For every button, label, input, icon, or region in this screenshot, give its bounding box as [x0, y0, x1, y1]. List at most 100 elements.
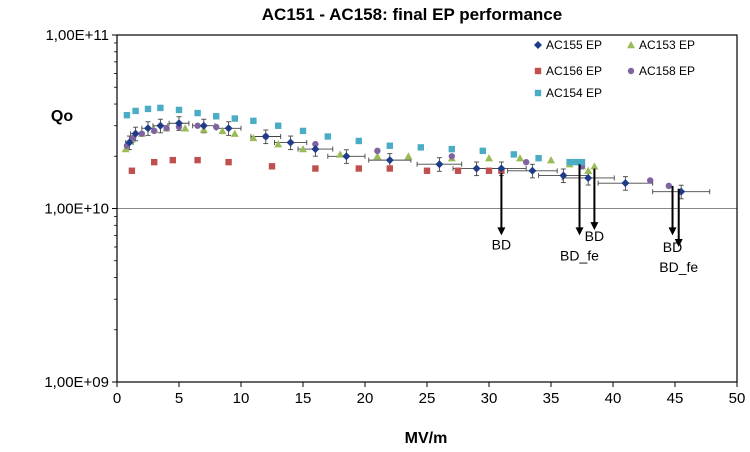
x-axis-title: MV/m	[405, 430, 448, 447]
data-point	[138, 130, 145, 137]
data-point	[169, 156, 176, 164]
data-point	[472, 164, 481, 173]
legend: AC155 EP AC153 EP AC156 EP AC158 EP AC154 EP	[534, 38, 695, 100]
data-point	[230, 129, 239, 137]
data-point	[175, 106, 183, 114]
data-point	[123, 111, 131, 119]
data-point	[423, 167, 431, 174]
data-point	[578, 158, 586, 166]
data-point	[225, 158, 232, 166]
error-bars	[125, 116, 711, 200]
data-point	[479, 147, 486, 155]
data-point	[128, 167, 136, 174]
annotation-bd-fe: BD_fe	[560, 164, 599, 264]
data-point	[485, 167, 493, 174]
data-point	[665, 182, 672, 190]
data-point	[194, 156, 201, 164]
data-point	[355, 165, 362, 172]
data-point	[572, 158, 579, 166]
data-point	[448, 153, 455, 160]
data-points	[121, 104, 686, 196]
data-point	[199, 121, 208, 130]
data-point	[355, 137, 362, 145]
legend-item: AC158 EP	[627, 64, 695, 78]
data-point	[454, 167, 462, 174]
annotation-arrow-head	[668, 227, 677, 236]
x-tick-label: 20	[357, 390, 374, 407]
data-point	[535, 154, 542, 162]
annotation-label: BD_fe	[560, 248, 599, 264]
data-point	[175, 119, 183, 128]
data-point	[528, 166, 537, 175]
data-point	[386, 165, 393, 172]
annotation-label: BD	[585, 228, 604, 244]
data-point	[261, 132, 270, 141]
annotation-label: BD	[492, 237, 511, 253]
x-tick-label: 25	[419, 390, 436, 407]
y-tick-label: 1,00E+09	[44, 374, 109, 391]
data-point	[336, 150, 345, 158]
legend-label: AC156 EP	[546, 64, 602, 78]
data-point	[342, 152, 351, 161]
data-point	[386, 142, 393, 149]
data-point	[312, 140, 319, 148]
legend-label: AC153 EP	[639, 38, 695, 52]
annotation-arrow-head	[575, 227, 584, 236]
data-point	[510, 151, 517, 158]
legend-marker	[627, 41, 635, 49]
data-point	[523, 158, 530, 166]
annotation-bd: BD	[492, 173, 511, 253]
x-tick-label: 10	[233, 390, 250, 407]
data-point	[516, 154, 524, 162]
data-point	[497, 164, 506, 173]
data-point	[213, 113, 220, 120]
x-tick-label: 50	[729, 390, 746, 407]
legend-item: AC154 EP	[534, 86, 602, 100]
data-point	[373, 152, 382, 160]
x-tick-label: 5	[175, 390, 183, 407]
data-point	[275, 122, 282, 129]
data-point	[151, 158, 158, 166]
x-tick-label: 15	[295, 390, 312, 407]
data-point	[584, 173, 593, 182]
data-point	[224, 124, 233, 133]
y-tick-label: 1,00E+11	[45, 27, 109, 44]
legend-item: AC156 EP	[534, 64, 602, 78]
series-ac155-ep	[125, 119, 686, 196]
data-point	[647, 177, 654, 184]
data-point	[324, 133, 331, 140]
x-axis-ticks: 0 5 10 15 20 25 30 35 40 45 50	[113, 382, 746, 407]
data-point	[268, 163, 276, 170]
legend-marker	[534, 67, 542, 75]
legend-marker	[534, 89, 542, 97]
series-ac154-ep	[123, 104, 586, 166]
data-point	[125, 138, 134, 147]
annotation-label: BD_fe	[659, 259, 698, 275]
chart-title: AC151 - AC158: final EP performance	[262, 5, 562, 24]
data-point	[485, 154, 493, 162]
data-point	[144, 124, 152, 133]
data-point	[156, 121, 165, 130]
data-point	[311, 145, 320, 154]
data-point	[132, 107, 139, 115]
data-point	[584, 166, 593, 174]
data-point	[181, 124, 190, 132]
legend-label: AC158 EP	[639, 64, 695, 78]
data-point	[231, 115, 238, 122]
data-point	[274, 140, 283, 148]
y-tick-label: 1,00E+10	[44, 201, 109, 218]
x-tick-label: 40	[605, 390, 622, 407]
data-point	[385, 156, 394, 165]
annotation-arrow-head	[590, 222, 599, 231]
data-point	[299, 145, 307, 153]
data-point	[590, 162, 599, 170]
data-point	[559, 171, 568, 180]
legend-item: AC155 EP	[534, 38, 602, 52]
data-point	[312, 165, 319, 172]
annotation-bd: BD	[585, 168, 604, 244]
data-point	[448, 145, 455, 153]
legend-marker	[534, 41, 542, 49]
data-point	[250, 117, 257, 125]
x-tick-label: 35	[543, 390, 560, 407]
data-point	[621, 179, 630, 188]
